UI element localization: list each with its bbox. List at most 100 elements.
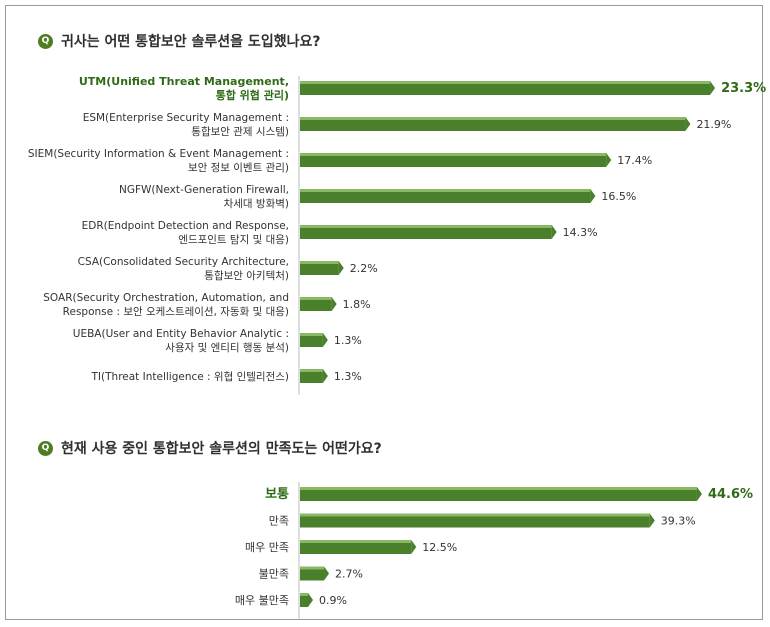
category-label: 통합 위협 관리) <box>216 88 289 102</box>
bar <box>300 153 607 167</box>
bar <box>300 225 552 239</box>
value-label: 23.3% <box>721 81 766 96</box>
bar-tip <box>696 487 702 501</box>
bar <box>300 369 323 383</box>
bar-tip <box>324 566 330 581</box>
bar-group: 2.7% 불만족 <box>259 566 363 581</box>
category-label: 매우 만족 <box>245 541 289 554</box>
bar-highlight <box>300 225 552 228</box>
solution-adoption-chart: 23.3% UTM(Unified Threat Management,통합 위협… <box>28 75 766 395</box>
bar-tip <box>551 225 557 239</box>
category-label: UTM(Unified Threat Management, <box>79 75 289 88</box>
value-label: 39.3% <box>661 515 696 528</box>
bar-tip <box>685 117 691 131</box>
category-label: SIEM(Security Information & Event Manage… <box>28 148 289 160</box>
bar-group: 0.9% 매우 불만족 <box>235 593 347 607</box>
value-label: 1.3% <box>334 334 362 347</box>
question-icon: Q <box>38 33 53 49</box>
bar-highlight <box>300 566 325 570</box>
category-label: EDR(Endpoint Detection and Response, <box>82 220 289 232</box>
value-label: 16.5% <box>601 190 636 203</box>
bar-highlight <box>300 261 339 264</box>
bar-highlight <box>300 333 323 336</box>
value-label: 1.3% <box>334 370 362 383</box>
category-label: 차세대 방화벽) <box>224 198 289 210</box>
value-label: 17.4% <box>617 154 652 167</box>
category-label: Response : 보안 오케스트레이션, 자동화 및 대응) <box>63 306 289 318</box>
bar-tip <box>322 369 328 383</box>
bar-highlight <box>300 297 332 300</box>
bar <box>300 117 686 131</box>
bar-highlight <box>300 81 711 84</box>
bar <box>300 540 412 554</box>
bar-group: 17.4% SIEM(Security Information & Event M… <box>28 148 652 174</box>
category-label: 엔드포인트 탐지 및 대응) <box>178 234 289 246</box>
bar-group: 1.3% TI(Threat Intelligence : 위협 인텔리전스) <box>91 369 362 383</box>
bar-highlight <box>300 189 591 192</box>
bar <box>300 566 325 581</box>
question-2-text: 현재 사용 중인 통합보안 솔루션의 만족도는 어떤가요? <box>61 441 382 457</box>
bar <box>300 189 591 203</box>
bar-group: 39.3% 만족 <box>269 513 696 528</box>
category-label: 매우 불만족 <box>235 594 289 607</box>
value-label: 1.8% <box>343 298 371 311</box>
bar-tip <box>710 81 716 95</box>
value-label: 21.9% <box>696 118 731 131</box>
bar-highlight <box>300 593 309 596</box>
category-label: SOAR(Security Orchestration, Automation,… <box>43 292 289 304</box>
value-label: 0.9% <box>319 594 347 607</box>
satisfaction-chart: 44.6% 보통 39.3% 만족 12.5% 매우 만족 2.7% 불만족 0.9% 매우 불만… <box>235 482 753 619</box>
category-label: UEBA(User and Entity Behavior Analytic : <box>73 328 289 340</box>
bar-group: 44.6% 보통 <box>265 487 753 502</box>
category-label: 만족 <box>269 515 289 528</box>
value-label: 2.7% <box>335 568 363 581</box>
bar-group: 16.5% NGFW(Next-Generation Firewall, 차세대 방… <box>119 184 636 210</box>
question-2-title: Q 현재 사용 중인 통합보안 솔루션의 만족도는 어떤가요? <box>38 438 382 458</box>
bar <box>300 297 332 311</box>
bar-tip <box>331 297 337 311</box>
bar-group: 14.3% EDR(Endpoint Detection and Response… <box>82 220 598 246</box>
question-1-title: Q 귀사는 어떤 통합보안 솔루션을 도입했나요? <box>38 31 320 51</box>
category-label: 불만족 <box>259 568 289 581</box>
bar-group: 1.3% UEBA(User and Entity Behavior Analyt… <box>73 328 362 354</box>
bar-tip <box>590 189 596 203</box>
category-label: 통합보안 아키텍처) <box>204 270 289 282</box>
category-label: NGFW(Next-Generation Firewall, <box>119 184 289 196</box>
category-label: TI(Threat Intelligence : 위협 인텔리전스) <box>91 370 289 383</box>
survey-panel: Q 귀사는 어떤 통합보안 솔루션을 도입했나요? Q 현재 사용 중인 통합보… <box>5 5 766 620</box>
bar-group: 2.2% CSA(Consolidated Security Architectu… <box>78 256 378 282</box>
bar-highlight <box>300 117 686 120</box>
value-label: 14.3% <box>563 226 598 239</box>
bar-group: 12.5% 매우 만족 <box>245 540 457 554</box>
bar <box>300 593 309 607</box>
bar <box>300 333 323 347</box>
category-label: 보안 정보 이벤트 관리) <box>188 162 289 174</box>
value-label: 12.5% <box>422 541 457 554</box>
bar-tip <box>338 261 344 275</box>
bar-tip <box>322 333 328 347</box>
question-icon: Q <box>38 440 53 456</box>
category-label: 보통 <box>265 487 289 502</box>
value-label: 2.2% <box>350 262 378 275</box>
bar-highlight <box>300 487 697 490</box>
question-1-text: 귀사는 어떤 통합보안 솔루션을 도입했나요? <box>61 34 321 50</box>
bar-highlight <box>300 153 607 156</box>
bar-group: 23.3% UTM(Unified Threat Management,통합 위협… <box>79 75 766 102</box>
bar-highlight <box>300 540 412 543</box>
category-label: CSA(Consolidated Security Architecture, <box>78 256 289 268</box>
category-label: ESM(Enterprise Security Management : <box>83 112 289 124</box>
bar-tip <box>308 593 314 607</box>
bar <box>300 513 650 528</box>
bar-group: 21.9% ESM(Enterprise Security Management … <box>83 112 732 138</box>
bar-tip <box>411 540 417 554</box>
bar-highlight <box>300 369 323 372</box>
bar <box>300 261 339 275</box>
category-label: 통합보안 관제 시스템) <box>191 126 289 138</box>
bar <box>300 81 711 95</box>
value-label: 44.6% <box>708 487 753 502</box>
bar-tip <box>649 513 655 528</box>
bar-tip <box>606 153 612 167</box>
bar <box>300 487 697 501</box>
bar-group: 1.8% SOAR(Security Orchestration, Automat… <box>43 292 370 318</box>
category-label: 사용자 및 엔티티 행동 분석) <box>165 342 289 354</box>
